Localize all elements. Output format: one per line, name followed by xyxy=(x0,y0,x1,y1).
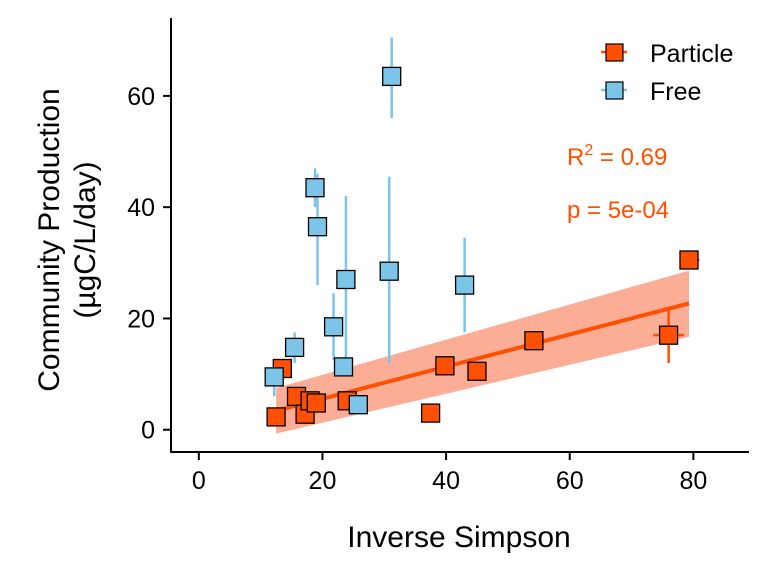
y-tick-label: 40 xyxy=(127,194,155,222)
points-layer xyxy=(264,66,699,427)
free-point[interactable] xyxy=(307,217,328,237)
r-squared-letter: R xyxy=(567,144,584,171)
free-point[interactable] xyxy=(379,261,399,281)
x-tick-label: 80 xyxy=(679,467,707,495)
r-squared-value: = 0.69 xyxy=(593,144,667,171)
x-axis-title: Inverse Simpson xyxy=(347,521,570,554)
particle-point[interactable] xyxy=(467,361,487,381)
x-tick-label: 20 xyxy=(309,467,337,495)
confidence-band-layer xyxy=(276,270,689,434)
legend-item-particle[interactable]: Particle xyxy=(601,40,733,68)
p-value-annotation: p = 5e-04 xyxy=(567,197,669,224)
r-squared-annotation: R2 = 0.69 xyxy=(567,142,667,171)
confidence-band xyxy=(276,270,689,434)
free-point[interactable] xyxy=(454,275,475,295)
axes: 0 20 40 60 80 0 20 40 60 xyxy=(127,18,749,495)
free-point[interactable] xyxy=(264,367,284,387)
free-point[interactable] xyxy=(333,357,354,377)
r-squared-superscript: 2 xyxy=(584,142,593,159)
particle-point[interactable] xyxy=(435,356,455,376)
legend-item-free[interactable]: Free xyxy=(601,78,701,106)
free-point[interactable] xyxy=(348,395,368,415)
particle-point[interactable] xyxy=(679,250,699,270)
x-tick-label: 0 xyxy=(192,467,206,495)
particle-point[interactable] xyxy=(306,393,326,413)
particle-point[interactable] xyxy=(524,331,544,351)
y-axis-title: Community Production (µgC/L/day) xyxy=(33,88,102,391)
legend-label-particle: Particle xyxy=(650,40,733,68)
free-point[interactable] xyxy=(336,269,356,290)
particle-point[interactable] xyxy=(266,407,286,427)
y-tick-label: 60 xyxy=(127,83,155,111)
x-tick-label: 60 xyxy=(556,467,584,495)
y-tick-label: 20 xyxy=(127,305,155,333)
y-tick-label: 0 xyxy=(141,417,155,445)
legend-key-free xyxy=(605,81,624,100)
particle-point[interactable] xyxy=(658,325,679,345)
free-point[interactable] xyxy=(305,178,325,198)
legend: Particle Free xyxy=(601,40,733,106)
free-point[interactable] xyxy=(284,337,305,358)
x-tick-label: 40 xyxy=(432,467,460,495)
free-point[interactable] xyxy=(382,66,402,87)
y-axis-title-line-2: (µgC/L/day) xyxy=(69,161,102,318)
y-axis-title-line-1: Community Production xyxy=(33,88,66,391)
free-point[interactable] xyxy=(323,317,344,337)
legend-label-free: Free xyxy=(650,78,701,106)
particle-point[interactable] xyxy=(420,403,441,423)
legend-key-particle xyxy=(605,43,624,62)
